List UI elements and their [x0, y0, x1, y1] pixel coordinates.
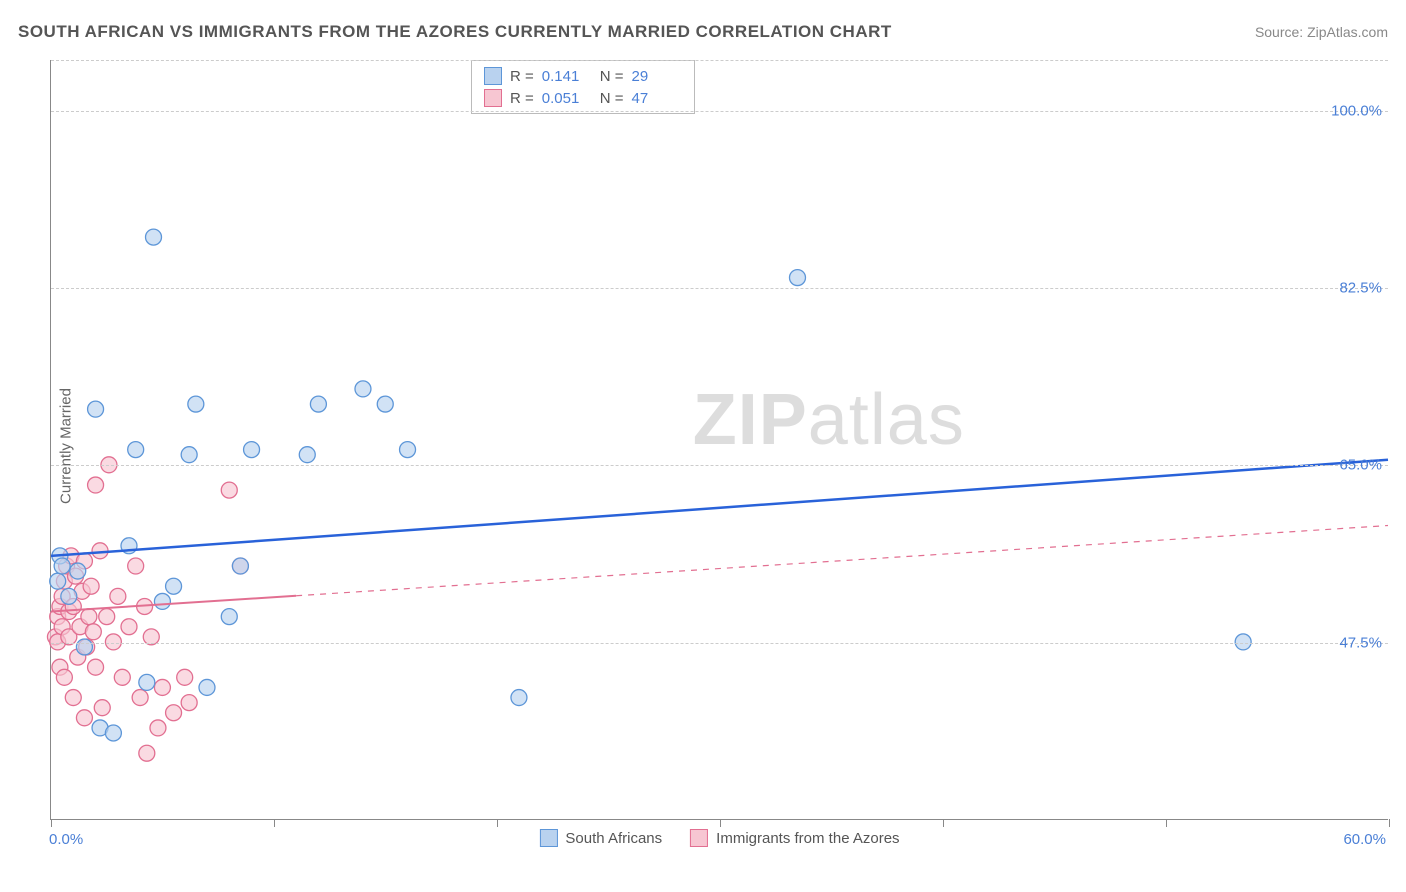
stats-n-value-1: 29	[632, 68, 682, 85]
data-point	[128, 442, 144, 458]
plot-area: ZIPatlas R = 0.141 N = 29 R = 0.051 N = …	[50, 60, 1388, 820]
legend-label-1: South Africans	[565, 830, 662, 847]
y-tick-label: 82.5%	[1339, 280, 1388, 297]
x-tick	[51, 819, 52, 827]
data-point	[56, 669, 72, 685]
stats-legend-box: R = 0.141 N = 29 R = 0.051 N = 47	[471, 60, 695, 114]
stats-row-2: R = 0.051 N = 47	[484, 87, 682, 109]
data-point	[177, 669, 193, 685]
data-point	[188, 396, 204, 412]
source-attribution: Source: ZipAtlas.com	[1255, 24, 1388, 40]
legend-item-2: Immigrants from the Azores	[690, 829, 899, 847]
data-point	[132, 690, 148, 706]
data-point	[154, 679, 170, 695]
gridline-h	[51, 288, 1388, 289]
data-point	[76, 710, 92, 726]
legend-label-2: Immigrants from the Azores	[716, 830, 899, 847]
swatch-series1	[484, 67, 502, 85]
swatch-series2	[484, 89, 502, 107]
data-point	[377, 396, 393, 412]
gridline-h	[51, 643, 1388, 644]
data-point	[166, 705, 182, 721]
data-point	[139, 745, 155, 761]
x-tick	[274, 819, 275, 827]
stats-n-value-2: 47	[632, 90, 682, 107]
x-tick	[1389, 819, 1390, 827]
data-point	[99, 609, 115, 625]
gridline-h	[51, 465, 1388, 466]
data-point	[232, 558, 248, 574]
data-point	[310, 396, 326, 412]
x-origin-label: 0.0%	[49, 831, 83, 848]
data-point	[50, 573, 66, 589]
stats-n-label-1: N =	[600, 68, 624, 85]
data-point	[81, 609, 97, 625]
y-tick-label: 65.0%	[1339, 457, 1388, 474]
data-point	[76, 639, 92, 655]
chart-container: SOUTH AFRICAN VS IMMIGRANTS FROM THE AZO…	[0, 0, 1406, 892]
data-point	[54, 558, 70, 574]
data-point	[181, 695, 197, 711]
stats-r-label-1: R =	[510, 68, 534, 85]
data-point	[88, 477, 104, 493]
data-point	[88, 401, 104, 417]
data-point	[400, 442, 416, 458]
data-point	[154, 593, 170, 609]
data-point	[199, 679, 215, 695]
data-point	[83, 578, 99, 594]
data-point	[139, 674, 155, 690]
stats-n-label-2: N =	[600, 90, 624, 107]
data-point	[85, 624, 101, 640]
data-point	[61, 588, 77, 604]
legend-item-1: South Africans	[539, 829, 662, 847]
data-point	[789, 270, 805, 286]
data-point	[355, 381, 371, 397]
data-point	[70, 563, 86, 579]
data-point	[221, 482, 237, 498]
data-point	[221, 609, 237, 625]
gridline-h	[51, 111, 1388, 112]
stats-r-value-2: 0.051	[542, 90, 592, 107]
stats-r-label-2: R =	[510, 90, 534, 107]
data-point	[166, 578, 182, 594]
data-point	[94, 700, 110, 716]
data-point	[146, 229, 162, 245]
x-tick	[943, 819, 944, 827]
data-point	[511, 690, 527, 706]
stats-row-1: R = 0.141 N = 29	[484, 65, 682, 87]
data-point	[181, 447, 197, 463]
data-point	[88, 659, 104, 675]
data-point	[121, 619, 137, 635]
x-max-label: 60.0%	[1343, 831, 1386, 848]
legend-swatch-1	[539, 829, 557, 847]
data-point	[299, 447, 315, 463]
stats-r-value-1: 0.141	[542, 68, 592, 85]
y-tick-label: 100.0%	[1331, 102, 1388, 119]
chart-title: SOUTH AFRICAN VS IMMIGRANTS FROM THE AZO…	[18, 22, 892, 42]
x-tick	[720, 819, 721, 827]
data-point	[244, 442, 260, 458]
data-point	[114, 669, 130, 685]
title-row: SOUTH AFRICAN VS IMMIGRANTS FROM THE AZO…	[18, 22, 1388, 42]
data-point	[128, 558, 144, 574]
legend-swatch-2	[690, 829, 708, 847]
y-tick-label: 47.5%	[1339, 634, 1388, 651]
data-point	[150, 720, 166, 736]
bottom-legend: South Africans Immigrants from the Azore…	[539, 829, 899, 847]
plot-svg	[51, 60, 1388, 819]
x-tick	[1166, 819, 1167, 827]
data-point	[105, 725, 121, 741]
data-point	[65, 690, 81, 706]
gridline-h	[51, 60, 1388, 61]
data-point	[110, 588, 126, 604]
x-tick	[497, 819, 498, 827]
